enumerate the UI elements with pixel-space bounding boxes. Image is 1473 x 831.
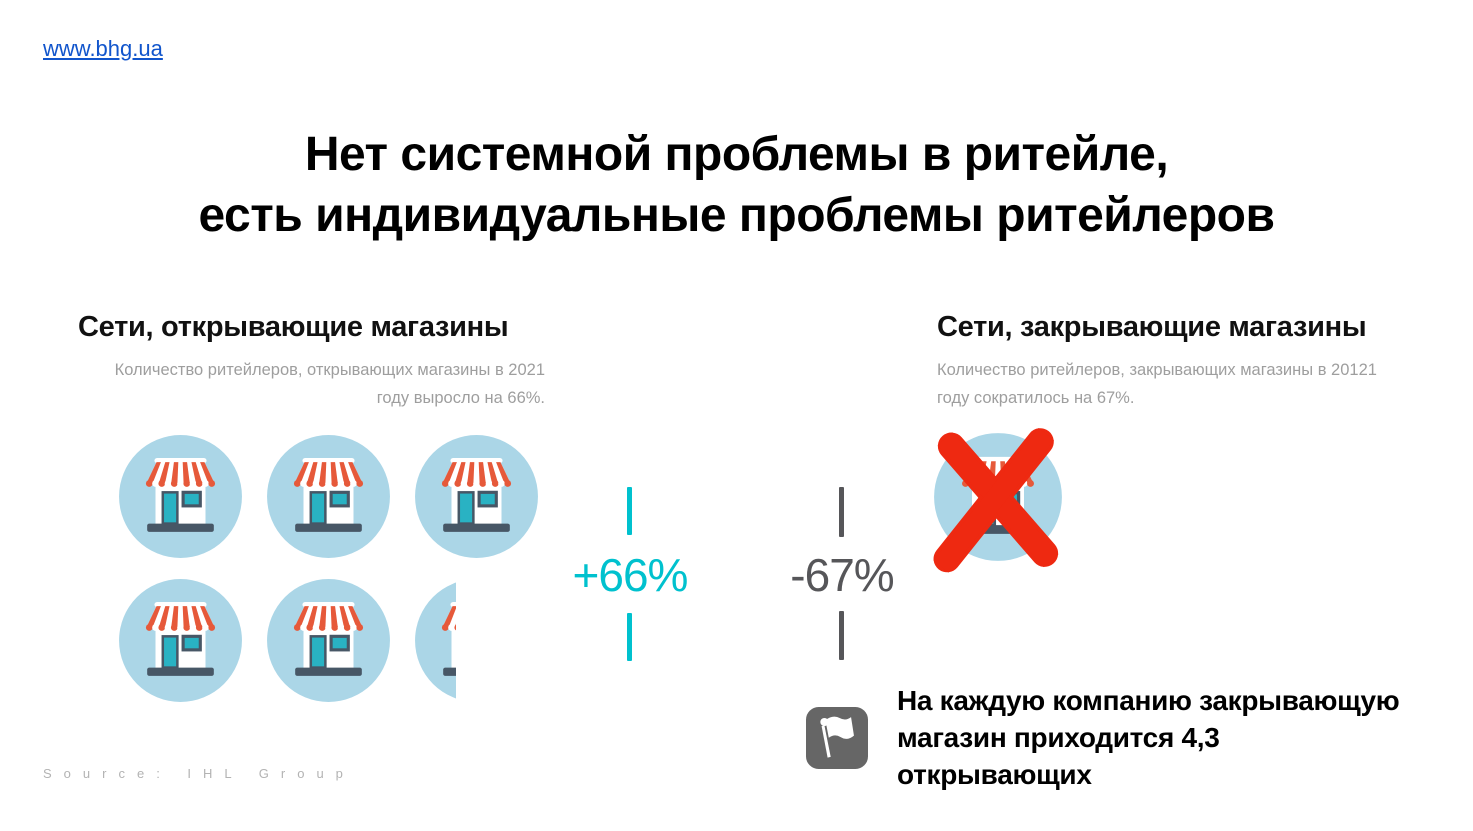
source-credit: Source: IHL Group <box>43 766 355 781</box>
site-link[interactable]: www.bhg.ua <box>43 36 163 61</box>
delta-open-tick-bottom <box>627 613 632 661</box>
store-icon <box>414 434 539 559</box>
store-icon <box>118 578 243 703</box>
slide-title-line1: Нет системной проблемы в ритейле, <box>304 128 1169 181</box>
store-icon <box>266 578 391 703</box>
slide-title-line2: есть индивидуальные проблемы ритейлеров <box>198 189 1275 242</box>
store-closed-icon <box>932 428 1064 573</box>
delta-open-tick-top <box>627 487 632 535</box>
store-icon-partial <box>414 578 456 706</box>
closing-subtitle-line2: году сократилось на 67%. <box>937 388 1135 407</box>
flag-icon <box>806 707 868 769</box>
red-cross-icon <box>933 428 1059 573</box>
store-icon <box>118 434 243 559</box>
delta-close-tick-top <box>839 487 844 537</box>
opening-subtitle-line1: Количество ритейлеров, открывающих магаз… <box>114 361 545 379</box>
store-icon <box>266 434 391 559</box>
closing-section-heading: Сети, закрывающие магазины <box>937 311 1367 343</box>
summary-note-line1: На каждую компанию закрывающую <box>897 685 1400 716</box>
delta-close-value: -67% <box>790 549 894 601</box>
summary-note: На каждую компанию закрывающую магазин п… <box>897 682 1473 793</box>
opening-section-heading: Сети, открывающие магазины <box>78 311 509 343</box>
opening-subtitle-line2: году выросло на 66%. <box>376 388 545 407</box>
summary-note-line2: магазин приходится 4,3 <box>897 722 1220 753</box>
closing-section-subtitle: Количество ритейлеров, закрывающих магаз… <box>937 357 1417 412</box>
slide-title: Нет системной проблемы в ритейле, есть и… <box>0 124 1473 246</box>
closing-subtitle-line1: Количество ритейлеров, закрывающих магаз… <box>937 361 1377 379</box>
opening-section-subtitle: Количество ритейлеров, открывающих магаз… <box>78 357 545 412</box>
delta-close-tick-bottom <box>839 611 844 660</box>
summary-note-line3: открывающих <box>897 759 1092 790</box>
delta-open-value: +66% <box>572 549 689 601</box>
